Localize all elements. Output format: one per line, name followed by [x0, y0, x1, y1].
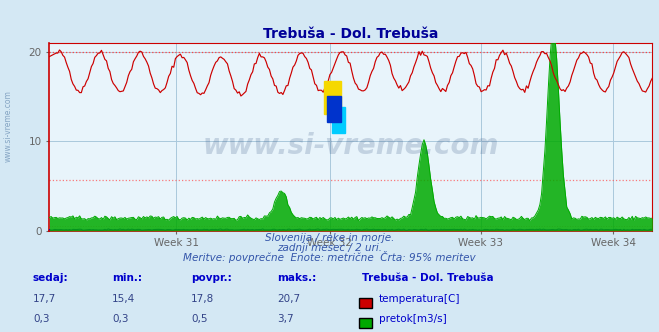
Text: 15,4: 15,4 — [112, 294, 135, 304]
Text: 20,7: 20,7 — [277, 294, 300, 304]
Text: 0,3: 0,3 — [112, 314, 129, 324]
Text: 3,7: 3,7 — [277, 314, 293, 324]
Text: Trebuša - Dol. Trebuša: Trebuša - Dol. Trebuša — [362, 273, 494, 283]
Text: 0,5: 0,5 — [191, 314, 208, 324]
Title: Trebuša - Dol. Trebuša: Trebuša - Dol. Trebuša — [263, 27, 439, 41]
Bar — [328, 96, 341, 122]
Bar — [332, 107, 345, 133]
Text: Slovenija / reke in morje.: Slovenija / reke in morje. — [265, 233, 394, 243]
Text: povpr.:: povpr.: — [191, 273, 232, 283]
Text: www.si-vreme.com: www.si-vreme.com — [3, 90, 13, 162]
Text: sedaj:: sedaj: — [33, 273, 69, 283]
Text: 17,8: 17,8 — [191, 294, 214, 304]
Text: www.si-vreme.com: www.si-vreme.com — [203, 132, 499, 160]
Text: 17,7: 17,7 — [33, 294, 56, 304]
Text: Meritve: povprečne  Enote: metrične  Črta: 95% meritev: Meritve: povprečne Enote: metrične Črta:… — [183, 251, 476, 263]
Text: min.:: min.: — [112, 273, 142, 283]
Text: pretok[m3/s]: pretok[m3/s] — [379, 314, 447, 324]
Text: temperatura[C]: temperatura[C] — [379, 294, 461, 304]
Text: 0,3: 0,3 — [33, 314, 49, 324]
Bar — [324, 81, 341, 115]
Text: maks.:: maks.: — [277, 273, 316, 283]
Text: zadnji mesec / 2 uri.: zadnji mesec / 2 uri. — [277, 243, 382, 253]
